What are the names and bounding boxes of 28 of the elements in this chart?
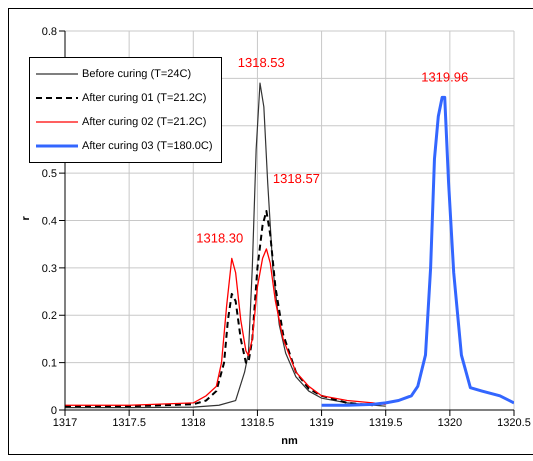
y-tick-label: 0.8 (42, 26, 57, 38)
x-axis-title: nm (281, 435, 298, 447)
annotation: 1319.96 (421, 69, 468, 84)
legend-label: After curing 03 (T=180.0C) (82, 140, 213, 152)
x-tick-label: 1320 (438, 416, 462, 429)
y-tick-label: 0.3 (42, 262, 57, 275)
line-series (65, 82, 386, 408)
x-tick-label: 1318.5 (240, 416, 274, 429)
x-tick-label: 1319 (309, 416, 334, 429)
annotation: 1318.57 (272, 171, 320, 186)
legend-label: After curing 01 (T=21.2C) (82, 92, 206, 104)
x-tick-label: 1320.5 (497, 416, 531, 429)
x-tick-label: 1319.5 (368, 416, 403, 429)
legend-label: Before curing (T=24C) (82, 68, 192, 80)
x-tick-label: 1317 (52, 416, 78, 429)
y-axis-title: r (20, 216, 32, 220)
y-tick-label: 0.1 (42, 358, 57, 370)
y-tick-label: 0.4 (42, 215, 57, 228)
y-tick-label: 0 (50, 404, 57, 417)
legend-label: After curing 02 (T=21.2C) (82, 116, 206, 128)
line-series (65, 248, 386, 406)
y-tick-label: 0.2 (42, 310, 57, 322)
x-tick-label: 1318 (181, 416, 206, 429)
annotation: 1318.30 (196, 230, 244, 246)
y-tick-label: 0.5 (42, 168, 57, 180)
line-series (320, 96, 514, 407)
x-tick-label: 1317.5 (112, 416, 146, 429)
annotation: 1318.53 (238, 55, 285, 70)
